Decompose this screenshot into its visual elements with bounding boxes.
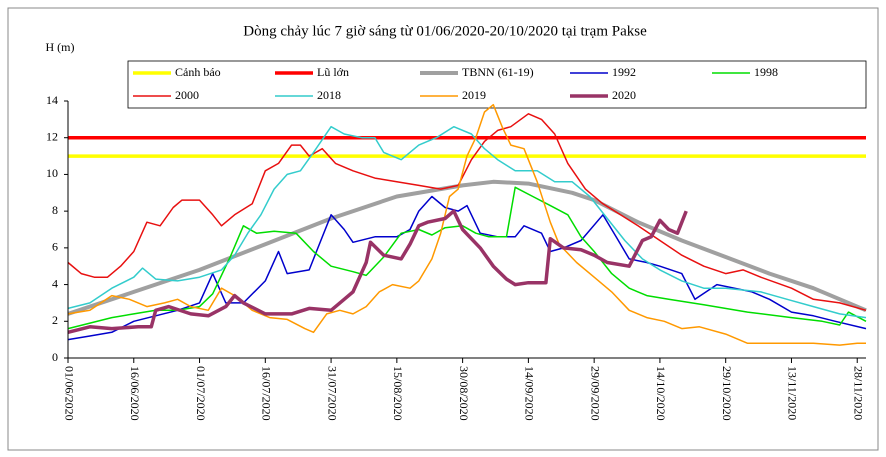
x-tick-label: 29/09/2020 [588,366,602,421]
chart-title: Dòng chảy lúc 7 giờ sáng từ 01/06/2020-2… [243,23,647,39]
x-tick-label: 14/10/2020 [654,366,668,421]
x-tick-label: 16/07/2020 [260,366,274,421]
series-line [67,186,867,330]
x-tick-label: 29/10/2020 [720,366,734,421]
x-tick-label: 13/11/2020 [786,366,800,420]
legend-label: 2000 [175,88,199,102]
y-axis-label: H (m) [46,40,75,54]
series-line [67,103,866,346]
series-line [67,195,867,341]
x-tick-label: 14/09/2020 [523,366,537,421]
series-line [67,125,867,319]
legend-label: 2019 [462,88,486,102]
y-tick-label: 0 [52,350,58,364]
y-tick-label: 8 [52,203,58,217]
x-tick-label: 15/08/2020 [391,366,405,421]
y-tick-label: 2 [52,313,58,327]
series-line [67,209,688,334]
x-tick-label: 01/07/2020 [194,366,208,421]
legend-label: Cảnh báo [175,65,221,79]
y-tick-label: 14 [46,93,58,107]
legend-label: 1992 [612,65,636,79]
legend-label: 1998 [754,65,778,79]
y-tick-label: 12 [46,129,58,143]
y-tick-label: 6 [52,240,58,254]
y-tick-label: 4 [52,276,58,290]
x-tick-label: 01/06/2020 [62,366,76,421]
series-line [67,179,867,316]
y-tick-label: 10 [46,166,58,180]
x-tick-label: 16/06/2020 [128,366,142,421]
series-line [67,113,867,312]
legend-label: 2020 [612,88,636,102]
legend-label: TBNN (61-19) [462,65,534,79]
x-tick-label: 31/07/2020 [325,366,339,421]
legend-box [127,60,867,109]
legend-label: Lũ lớn [317,65,349,79]
x-tick-label: 30/08/2020 [457,366,471,421]
x-tick-label: 28/11/2020 [851,366,865,420]
legend-label: 2018 [317,88,341,102]
